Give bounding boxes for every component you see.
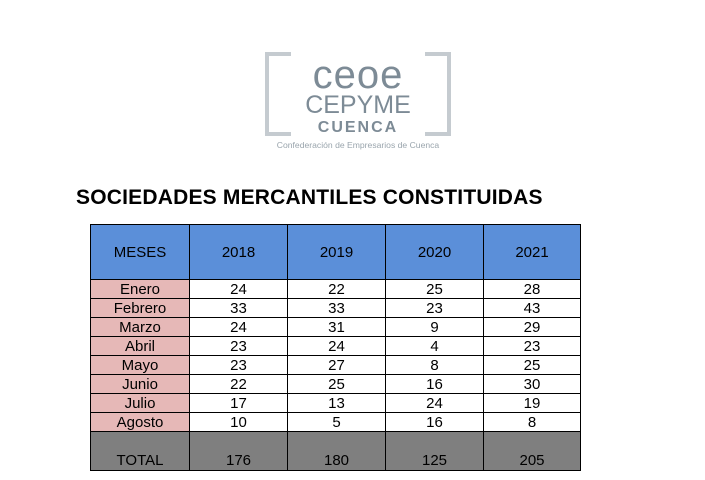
- value-cell: 24: [189, 317, 288, 337]
- value-cell: 8: [483, 412, 581, 432]
- total-value-cell: 180: [287, 431, 386, 471]
- page-title: SOCIEDADES MERCANTILES CONSTITUIDAS: [76, 186, 543, 209]
- value-cell: 16: [385, 374, 484, 394]
- table-row: Mayo 23 27 8 25: [90, 355, 581, 375]
- header-cell-2019: 2019: [287, 224, 386, 280]
- header-cell-2020: 2020: [385, 224, 484, 280]
- month-cell: Mayo: [90, 355, 190, 375]
- value-cell: 24: [287, 336, 386, 356]
- value-cell: 23: [385, 298, 484, 318]
- month-cell: Abril: [90, 336, 190, 356]
- month-cell: Febrero: [90, 298, 190, 318]
- header-cell-2021: 2021: [483, 224, 581, 280]
- logo-text-cuenca: CUENCA: [318, 119, 398, 136]
- table-row: Febrero 33 33 23 43: [90, 298, 581, 318]
- month-cell: Enero: [90, 279, 190, 299]
- table-header-row: MESES 2018 2019 2020 2021: [90, 224, 581, 280]
- total-value-cell: 125: [385, 431, 484, 471]
- logo-text-ceoe: ceoe: [313, 53, 404, 97]
- value-cell: 25: [483, 355, 581, 375]
- value-cell: 23: [189, 355, 288, 375]
- month-cell: Marzo: [90, 317, 190, 337]
- value-cell: 13: [287, 393, 386, 413]
- table-row: Enero 24 22 25 28: [90, 279, 581, 299]
- value-cell: 31: [287, 317, 386, 337]
- value-cell: 16: [385, 412, 484, 432]
- value-cell: 24: [385, 393, 484, 413]
- value-cell: 23: [483, 336, 581, 356]
- value-cell: 23: [189, 336, 288, 356]
- total-value-cell: 205: [483, 431, 581, 471]
- value-cell: 8: [385, 355, 484, 375]
- logo-tagline: Confederación de Empresarios de Cuenca: [277, 140, 440, 150]
- value-cell: 19: [483, 393, 581, 413]
- value-cell: 25: [287, 374, 386, 394]
- header-cell-meses: MESES: [90, 224, 190, 280]
- total-row: TOTAL 176 180 125 205: [90, 431, 581, 471]
- value-cell: 33: [189, 298, 288, 318]
- header-cell-2018: 2018: [189, 224, 288, 280]
- table-row: Marzo 24 31 9 29: [90, 317, 581, 337]
- value-cell: 25: [385, 279, 484, 299]
- total-value-cell: 176: [189, 431, 288, 471]
- table-row: Abril 23 24 4 23: [90, 336, 581, 356]
- ceoe-cepyme-logo: ceoe CEPYME CUENCA Confederación de Empr…: [263, 50, 453, 152]
- value-cell: 10: [189, 412, 288, 432]
- value-cell: 27: [287, 355, 386, 375]
- table-row: Agosto 10 5 16 8: [90, 412, 581, 432]
- value-cell: 33: [287, 298, 386, 318]
- table-row: Junio 22 25 16 30: [90, 374, 581, 394]
- value-cell: 29: [483, 317, 581, 337]
- month-cell: Julio: [90, 393, 190, 413]
- value-cell: 22: [189, 374, 288, 394]
- table-row: Julio 17 13 24 19: [90, 393, 581, 413]
- logo-text-cepyme: CEPYME: [305, 91, 411, 119]
- month-cell: Junio: [90, 374, 190, 394]
- sociedades-table: MESES 2018 2019 2020 2021 Enero 24 22 25…: [90, 224, 581, 471]
- value-cell: 22: [287, 279, 386, 299]
- value-cell: 4: [385, 336, 484, 356]
- total-label-cell: TOTAL: [90, 431, 190, 471]
- value-cell: 30: [483, 374, 581, 394]
- value-cell: 43: [483, 298, 581, 318]
- value-cell: 17: [189, 393, 288, 413]
- value-cell: 9: [385, 317, 484, 337]
- value-cell: 5: [287, 412, 386, 432]
- value-cell: 28: [483, 279, 581, 299]
- value-cell: 24: [189, 279, 288, 299]
- month-cell: Agosto: [90, 412, 190, 432]
